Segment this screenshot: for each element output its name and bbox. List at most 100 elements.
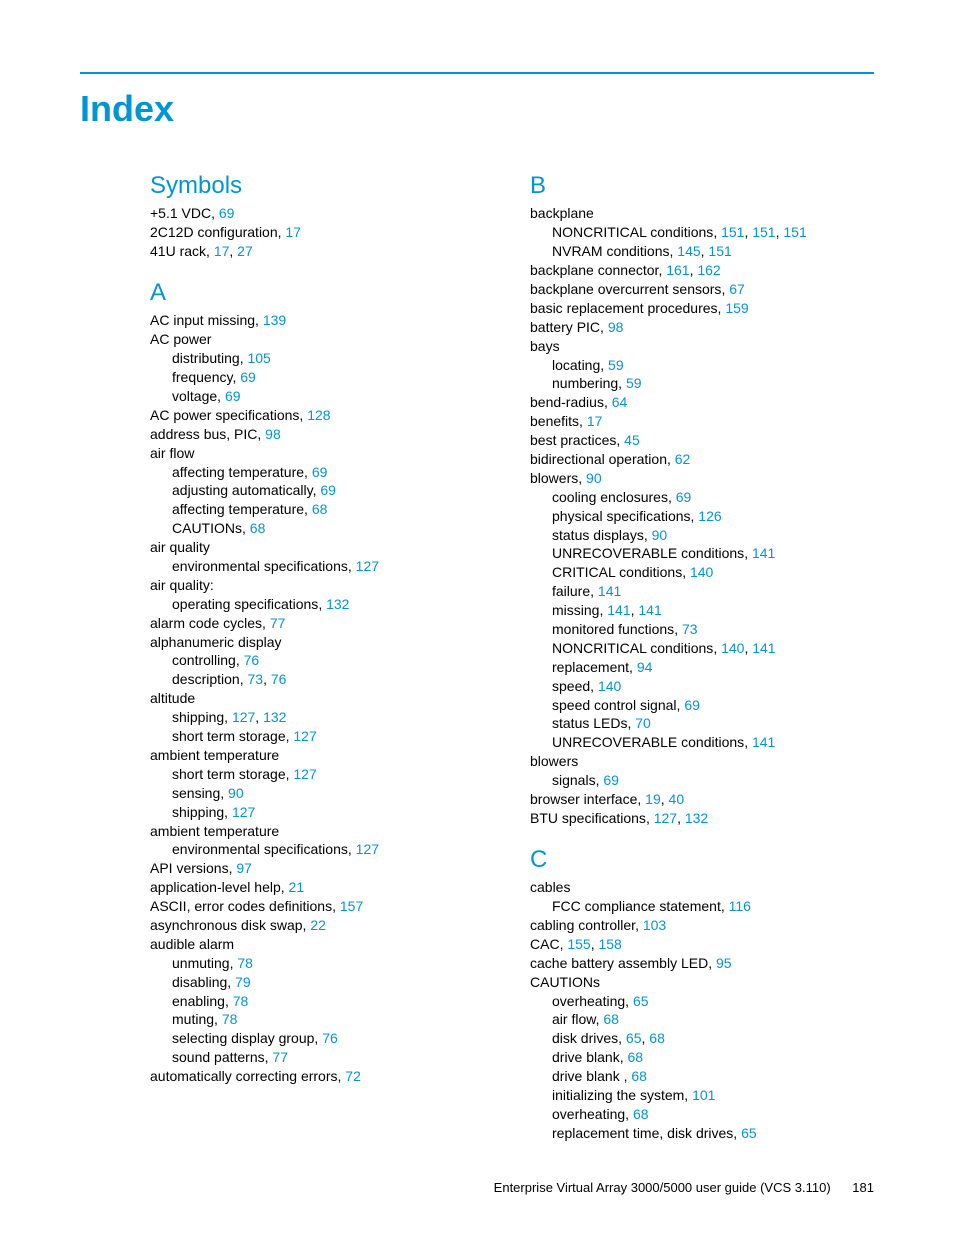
page-link[interactable]: 68 (250, 520, 266, 536)
page-link[interactable]: 45 (624, 432, 640, 448)
page-link[interactable]: 68 (312, 501, 328, 517)
page-link[interactable]: 69 (240, 369, 256, 385)
page-link[interactable]: 22 (310, 917, 326, 933)
index-entry: audible alarm (150, 935, 490, 954)
page-link[interactable]: 70 (635, 715, 651, 731)
page-link[interactable]: 140 (598, 678, 621, 694)
page-link[interactable]: 145 (677, 243, 700, 259)
page-link[interactable]: 17 (285, 224, 301, 240)
page-link[interactable]: 73 (247, 671, 263, 687)
page-link[interactable]: 78 (222, 1011, 238, 1027)
page-link[interactable]: 141 (607, 602, 630, 618)
page-link[interactable]: 19 (645, 791, 661, 807)
page-link[interactable]: 76 (322, 1030, 338, 1046)
page-link[interactable]: 127 (356, 841, 379, 857)
page-link[interactable]: 141 (598, 583, 621, 599)
page-link[interactable]: 127 (293, 766, 316, 782)
page-link[interactable]: 68 (603, 1011, 619, 1027)
page-link[interactable]: 155 (567, 936, 590, 952)
page-link[interactable]: 65 (626, 1030, 642, 1046)
page-link[interactable]: 68 (633, 1106, 649, 1122)
page-link[interactable]: 73 (682, 621, 698, 637)
index-entry: alphanumeric display (150, 633, 490, 652)
page-link[interactable]: 78 (233, 993, 249, 1009)
page-link[interactable]: 59 (626, 375, 642, 391)
page-link[interactable]: 17 (214, 243, 230, 259)
page-link[interactable]: 162 (697, 262, 720, 278)
page-link[interactable]: 94 (637, 659, 653, 675)
index-subentry: cooling enclosures, 69 (530, 488, 870, 507)
page-link[interactable]: 141 (752, 640, 775, 656)
page-link[interactable]: 97 (236, 860, 252, 876)
page-link[interactable]: 69 (684, 697, 700, 713)
page-link[interactable]: 151 (721, 224, 744, 240)
page-link[interactable]: 77 (272, 1049, 288, 1065)
page-link[interactable]: 116 (729, 898, 751, 914)
entry-term: bidirectional operation (530, 451, 667, 467)
page-link[interactable]: 67 (729, 281, 745, 297)
page-link[interactable]: 98 (608, 319, 624, 335)
page-link[interactable]: 127 (356, 558, 379, 574)
page-link[interactable]: 141 (638, 602, 661, 618)
page-link[interactable]: 64 (612, 394, 628, 410)
page-link[interactable]: 79 (235, 974, 251, 990)
page-link[interactable]: 127 (232, 709, 255, 725)
page-link[interactable]: 159 (725, 300, 748, 316)
page-link[interactable]: 69 (676, 489, 692, 505)
page-link[interactable]: 76 (244, 652, 260, 668)
page-link[interactable]: 139 (263, 312, 286, 328)
page-link[interactable]: 151 (783, 224, 806, 240)
page-link[interactable]: 69 (320, 482, 336, 498)
page-link[interactable]: 105 (247, 350, 270, 366)
index-entry: altitude (150, 689, 490, 708)
index-subentry: UNRECOVERABLE conditions, 141 (530, 544, 870, 563)
page-link[interactable]: 127 (232, 804, 255, 820)
page-link[interactable]: 95 (716, 955, 732, 971)
page-link[interactable]: 90 (652, 527, 668, 543)
page-link[interactable]: 101 (692, 1087, 715, 1103)
page-link[interactable]: 103 (643, 917, 666, 933)
page-link[interactable]: 128 (307, 407, 330, 423)
page-link[interactable]: 69 (312, 464, 328, 480)
page-link[interactable]: 68 (649, 1030, 665, 1046)
page-link[interactable]: 127 (654, 810, 677, 826)
page-link[interactable]: 65 (741, 1125, 757, 1141)
page-link[interactable]: 158 (598, 936, 621, 952)
page-link[interactable]: 68 (627, 1049, 643, 1065)
page-link[interactable]: 90 (586, 470, 602, 486)
page-link[interactable]: 98 (265, 426, 281, 442)
page-link[interactable]: 132 (326, 596, 349, 612)
entry-term: battery PIC (530, 319, 600, 335)
page-link[interactable]: 151 (708, 243, 731, 259)
page-link[interactable]: 90 (228, 785, 244, 801)
entry-term: affecting temperature (172, 501, 304, 517)
page-link[interactable]: 132 (263, 709, 286, 725)
page-link[interactable]: 65 (633, 993, 649, 1009)
page-link[interactable]: 27 (237, 243, 253, 259)
entry-term: NONCRITICAL conditions (552, 640, 713, 656)
page-link[interactable]: 76 (271, 671, 287, 687)
page-link[interactable]: 140 (721, 640, 744, 656)
page-link[interactable]: 69 (225, 388, 241, 404)
page-link[interactable]: 68 (631, 1068, 647, 1084)
page-link[interactable]: 126 (698, 508, 721, 524)
page-link[interactable]: 69 (219, 205, 235, 221)
page-link[interactable]: 140 (690, 564, 713, 580)
page-link[interactable]: 59 (608, 357, 624, 373)
page-link[interactable]: 157 (340, 898, 363, 914)
page-link[interactable]: 151 (752, 224, 775, 240)
page-link[interactable]: 62 (675, 451, 691, 467)
page-link[interactable]: 40 (669, 791, 685, 807)
page-link[interactable]: 77 (270, 615, 286, 631)
page-link[interactable]: 141 (752, 545, 775, 561)
page-link[interactable]: 17 (587, 413, 603, 429)
index-entry: ambient temperature (150, 822, 490, 841)
page-link[interactable]: 21 (289, 879, 305, 895)
page-link[interactable]: 127 (293, 728, 316, 744)
page-link[interactable]: 141 (752, 734, 775, 750)
page-link[interactable]: 78 (237, 955, 253, 971)
page-link[interactable]: 72 (345, 1068, 361, 1084)
page-link[interactable]: 69 (603, 772, 619, 788)
page-link[interactable]: 132 (685, 810, 708, 826)
page-link[interactable]: 161 (666, 262, 689, 278)
